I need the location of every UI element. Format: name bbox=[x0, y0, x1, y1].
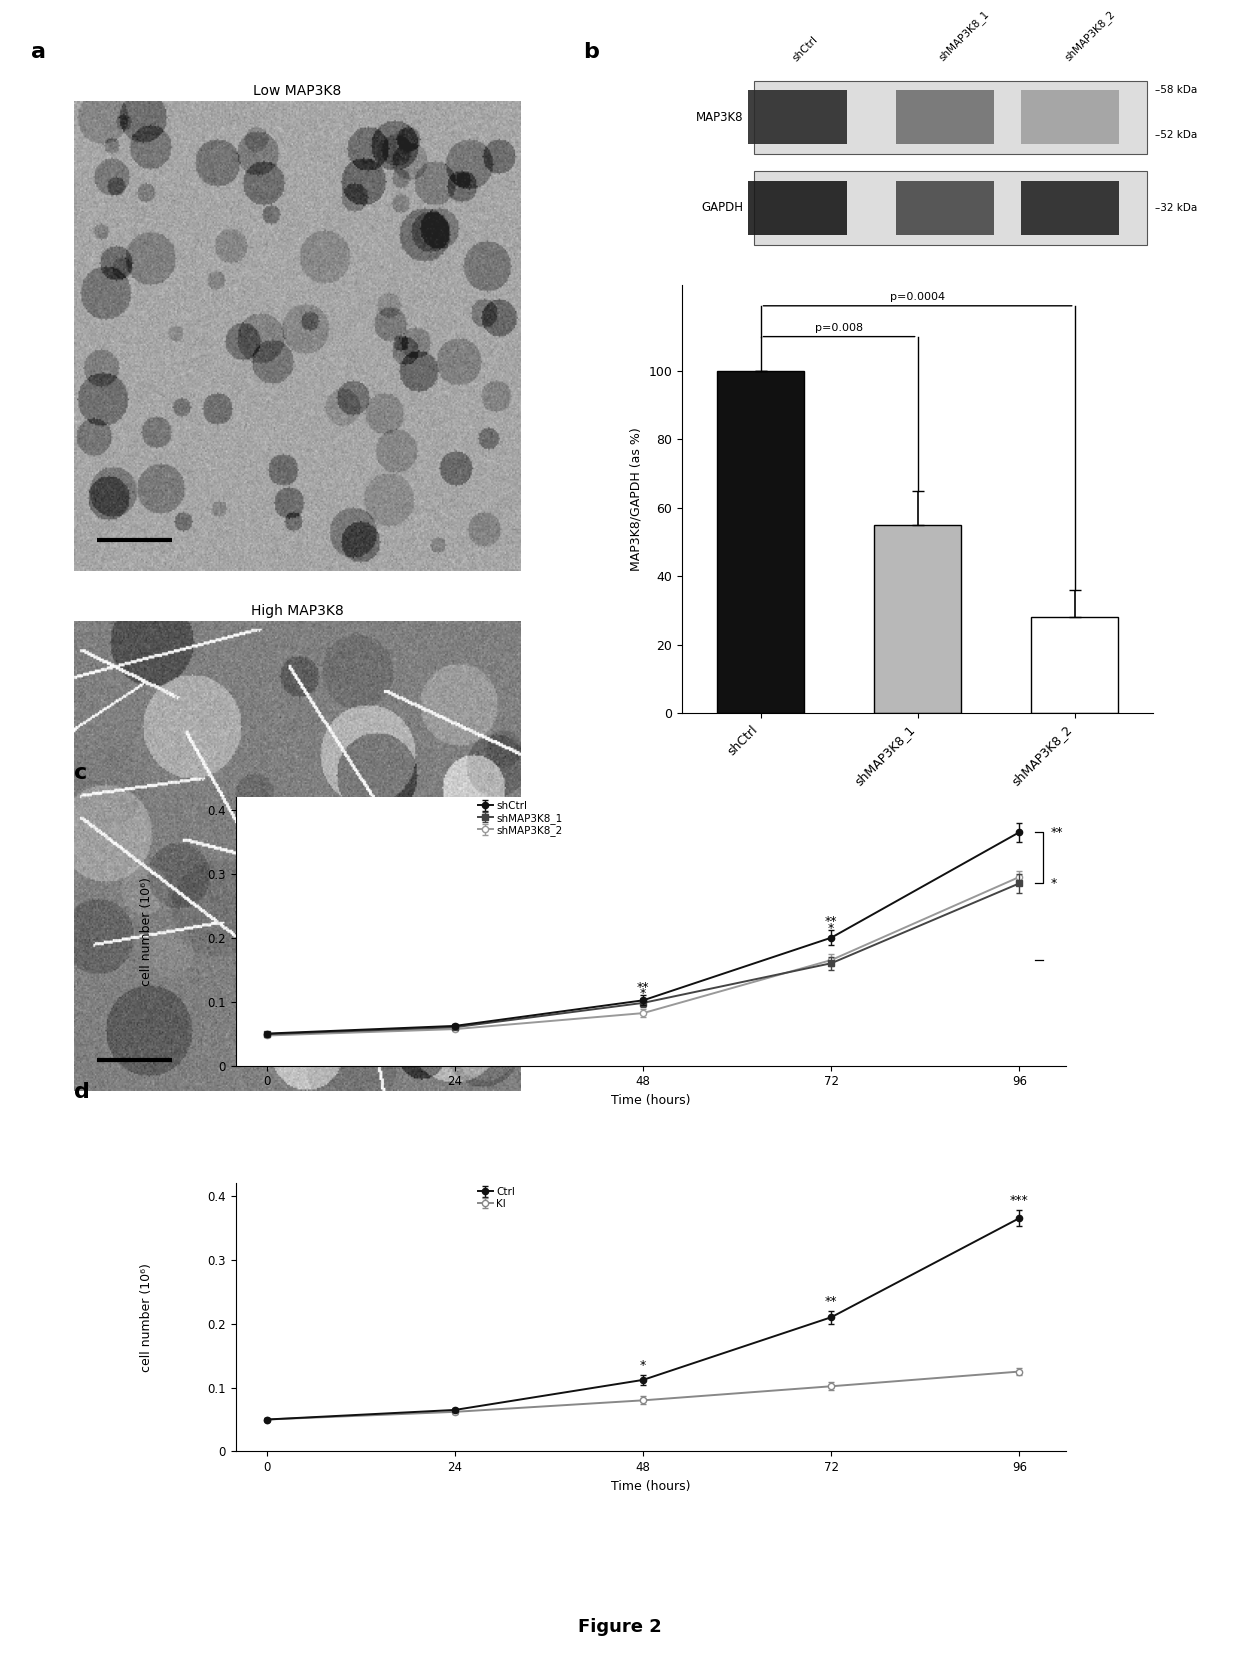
Bar bbox=[895, 181, 994, 235]
Text: *: * bbox=[1050, 878, 1056, 889]
X-axis label: Time (hours): Time (hours) bbox=[611, 1480, 691, 1493]
Bar bbox=[895, 91, 994, 144]
Text: *: * bbox=[640, 1359, 646, 1371]
Text: p=0.008: p=0.008 bbox=[815, 324, 863, 334]
Text: –52 kDa: –52 kDa bbox=[1154, 129, 1197, 139]
Text: p=0.0004: p=0.0004 bbox=[890, 292, 945, 302]
Text: **: ** bbox=[1050, 826, 1063, 839]
Bar bbox=[749, 91, 847, 144]
Text: c: c bbox=[74, 763, 88, 784]
Text: GAPDH: GAPDH bbox=[701, 201, 743, 215]
Legend: shCtrl, shMAP3K8_1, shMAP3K8_2: shCtrl, shMAP3K8_1, shMAP3K8_2 bbox=[474, 797, 567, 841]
Text: b: b bbox=[583, 42, 599, 62]
Text: **: ** bbox=[637, 982, 650, 993]
Text: *: * bbox=[640, 987, 646, 1000]
Text: shMAP3K8_1: shMAP3K8_1 bbox=[937, 8, 992, 64]
Text: shCtrl: shCtrl bbox=[790, 34, 820, 64]
Bar bbox=[1022, 91, 1120, 144]
Text: shMAP3K8_2: shMAP3K8_2 bbox=[1063, 8, 1117, 64]
Bar bbox=[1032, 618, 1118, 713]
Text: –58 kDa: –58 kDa bbox=[1154, 86, 1197, 96]
Text: MAP3K8: MAP3K8 bbox=[696, 111, 743, 124]
Text: d: d bbox=[74, 1082, 91, 1102]
Title: High MAP3K8: High MAP3K8 bbox=[252, 604, 343, 618]
Y-axis label: MAP3K8/GAPDH (as %): MAP3K8/GAPDH (as %) bbox=[630, 428, 642, 571]
Text: –32 kDa: –32 kDa bbox=[1154, 203, 1197, 213]
Bar bbox=[717, 371, 804, 713]
Title: Low MAP3K8: Low MAP3K8 bbox=[253, 84, 342, 97]
Y-axis label: cell number (10⁶): cell number (10⁶) bbox=[140, 1264, 153, 1371]
Legend: Ctrl, KI: Ctrl, KI bbox=[474, 1183, 520, 1213]
Text: ***: *** bbox=[1011, 1195, 1029, 1206]
Text: ⊥: ⊥ bbox=[1050, 955, 1058, 965]
Text: a: a bbox=[31, 42, 46, 62]
Bar bbox=[1022, 181, 1120, 235]
Text: **: ** bbox=[825, 1295, 837, 1307]
Y-axis label: cell number (10⁶): cell number (10⁶) bbox=[140, 878, 153, 985]
Bar bbox=[749, 181, 847, 235]
Bar bbox=[754, 171, 1147, 245]
Bar bbox=[874, 525, 961, 713]
Bar bbox=[754, 81, 1147, 154]
Text: *: * bbox=[828, 923, 835, 935]
Text: **: ** bbox=[825, 915, 837, 928]
X-axis label: Time (hours): Time (hours) bbox=[611, 1094, 691, 1107]
Text: Figure 2: Figure 2 bbox=[578, 1618, 662, 1636]
